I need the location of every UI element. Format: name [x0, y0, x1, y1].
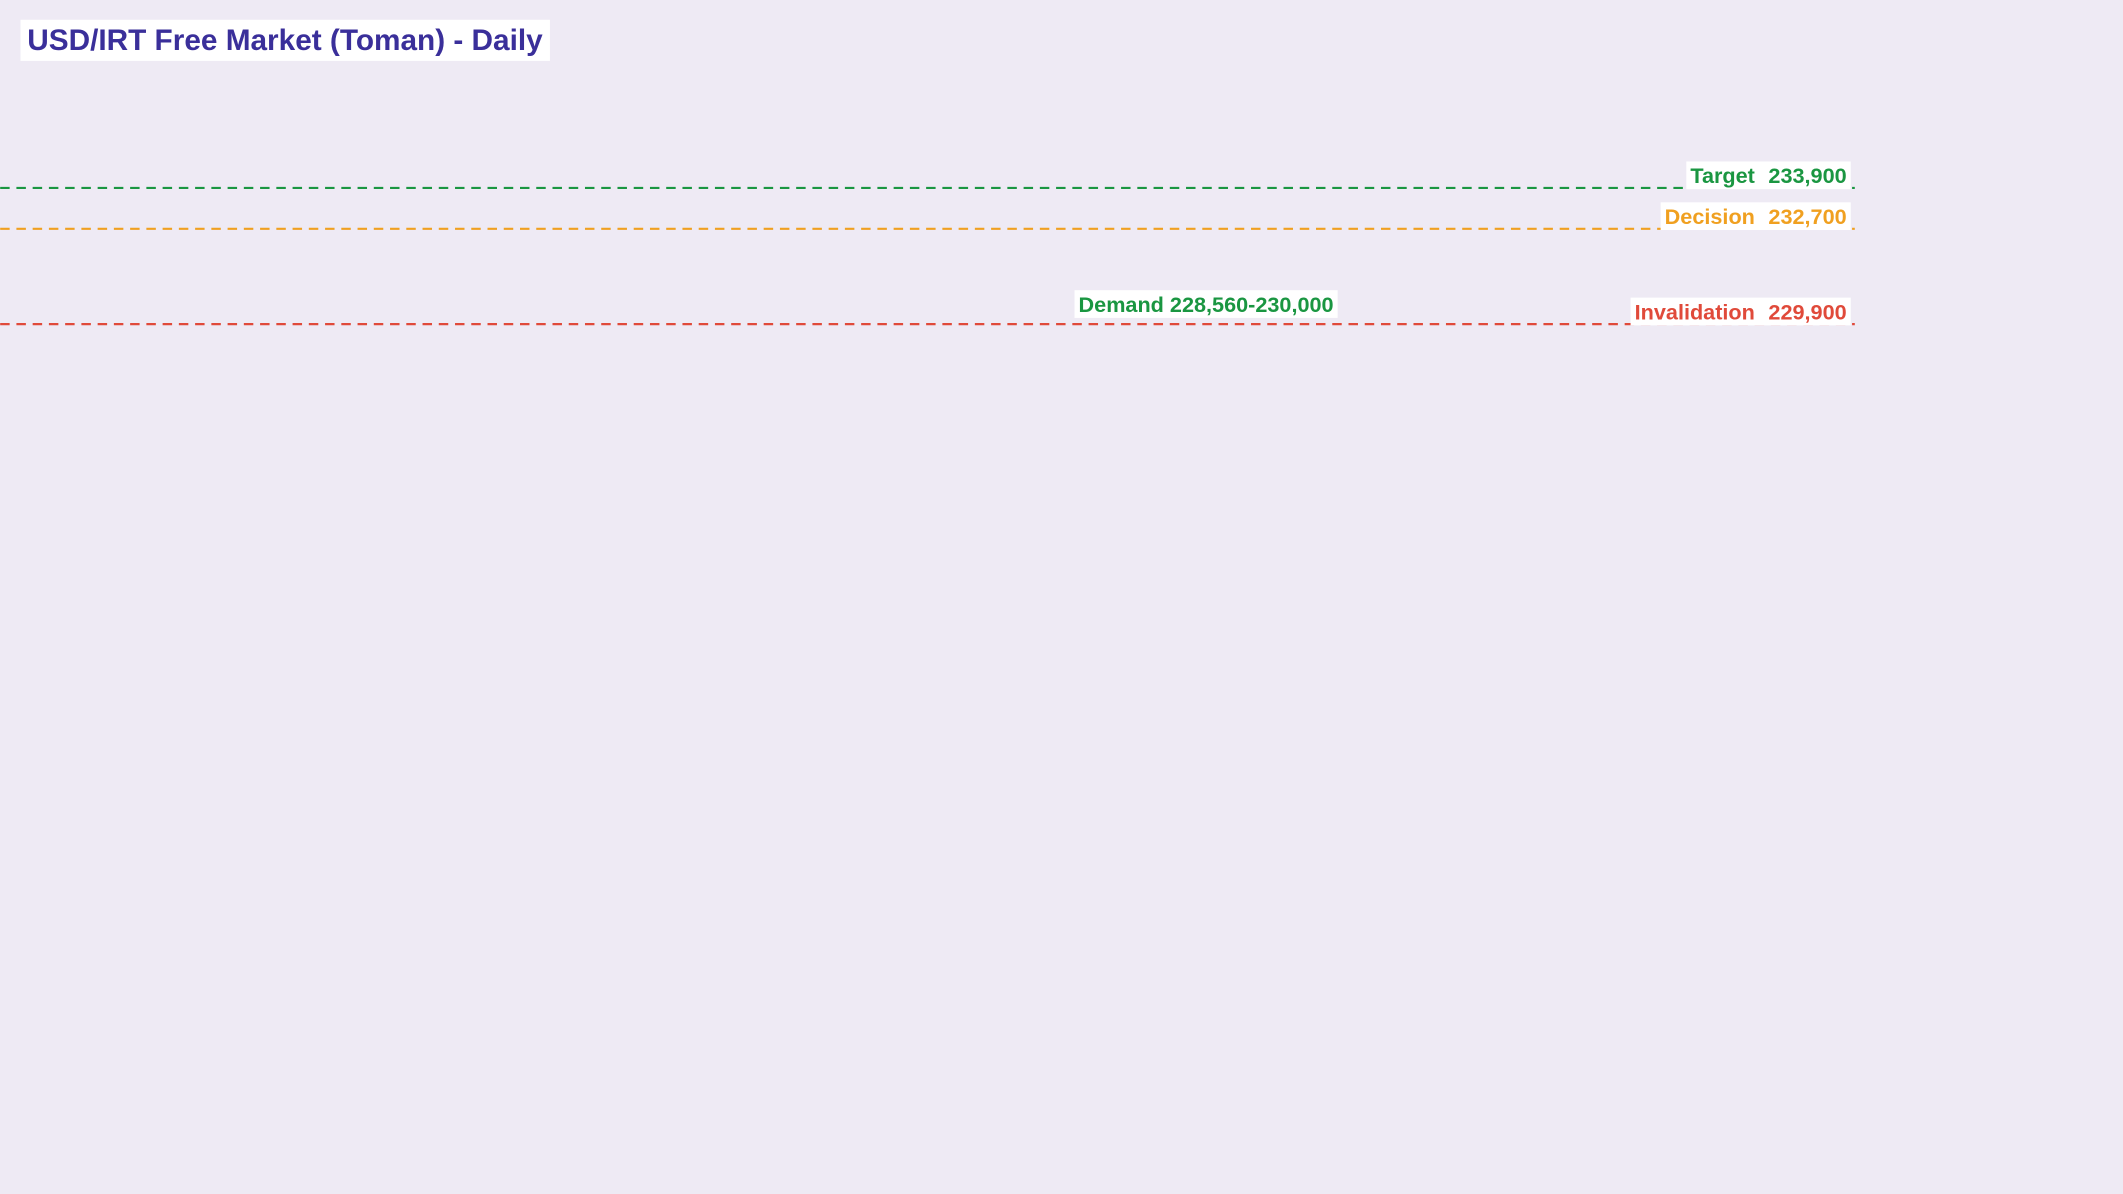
chart-title: USD/IRT Free Market (Toman) - Daily	[27, 24, 543, 57]
title-background	[20, 19, 550, 61]
zone-label-background	[1074, 290, 1338, 318]
level-label: Target 233,900	[1690, 163, 1846, 188]
level-label-part: Decision	[1665, 204, 1755, 229]
zone-label-part: Demand 228,560-230,000	[1079, 292, 1334, 317]
level-label: Decision 232,700	[1665, 204, 1847, 229]
level-label: Invalidation 229,900	[1635, 299, 1847, 324]
zone-label: Demand 228,560-230,000	[1079, 292, 1334, 317]
level-label-background	[1660, 202, 1851, 231]
level-label-part: Target	[1690, 163, 1755, 188]
level-label-part: 232,700	[1768, 204, 1846, 229]
level-label-part: 229,900	[1768, 299, 1846, 324]
level-label-background	[1686, 161, 1851, 190]
level-label-part: 233,900	[1768, 163, 1846, 188]
level-label-part: Invalidation	[1635, 299, 1755, 324]
level-label-background	[1630, 297, 1851, 326]
